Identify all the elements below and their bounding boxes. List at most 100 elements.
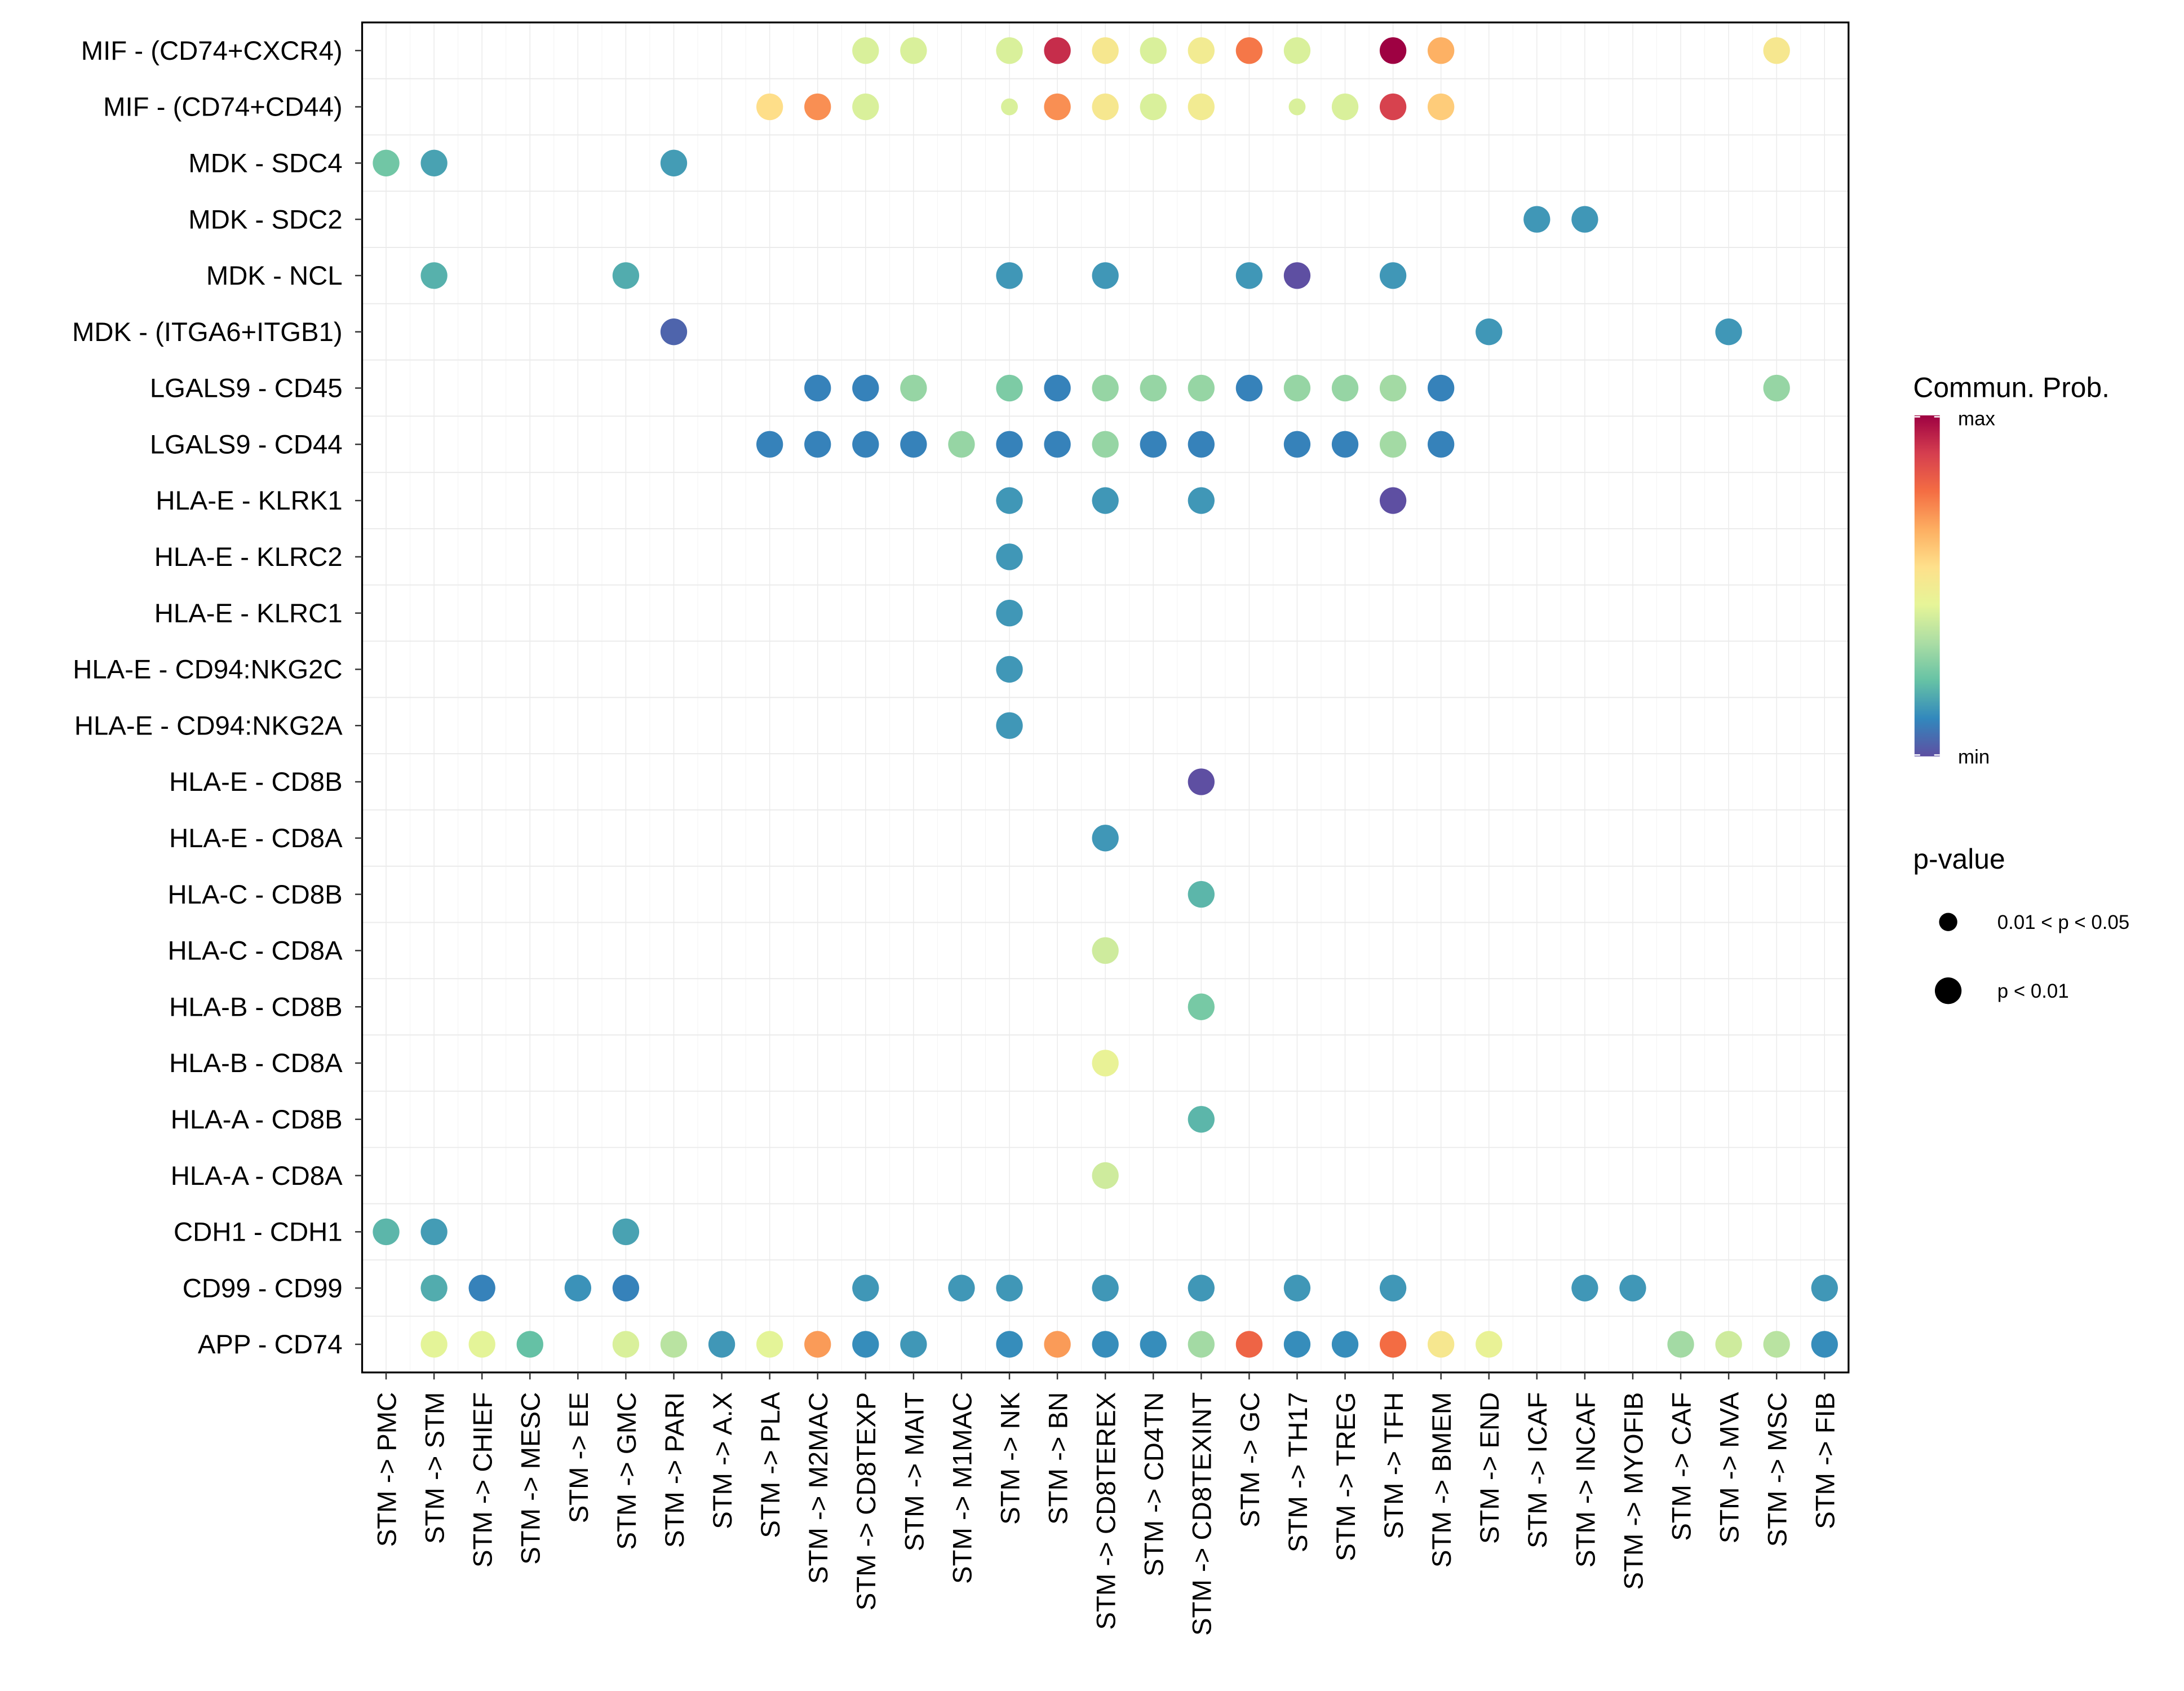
x-tick-label: STM -> PARI (660, 1392, 690, 1548)
colorbar-max-label: max (1958, 408, 1995, 430)
dot (996, 600, 1023, 627)
y-tick-label: HLA-E - KLRC2 (154, 542, 343, 572)
x-tick-label: STM -> FIB (1811, 1392, 1841, 1529)
dot (564, 1274, 592, 1302)
dot (948, 1274, 975, 1302)
dot (1044, 93, 1071, 121)
dot (1044, 1331, 1071, 1358)
x-tick-label: STM -> MYOFIB (1619, 1392, 1649, 1590)
dot (900, 37, 927, 64)
colorbar (1914, 415, 1940, 756)
x-tick-label: STM -> GC (1235, 1392, 1265, 1528)
dot (996, 431, 1023, 458)
dot (852, 1274, 879, 1302)
dot (1092, 431, 1119, 458)
dot (1379, 37, 1407, 64)
dot (1619, 1274, 1646, 1302)
x-tick-label: STM -> CD4TN (1140, 1392, 1169, 1577)
dot (1428, 374, 1455, 402)
size-legend-label-small: 0.01 < p < 0.05 (1997, 911, 2129, 933)
size-legend-key-small (1939, 913, 1957, 931)
y-tick-label: MDK - SDC4 (188, 149, 342, 179)
y-tick-label: CDH1 - CDH1 (174, 1218, 343, 1247)
x-tick-label: STM -> MAIT (900, 1392, 929, 1551)
dot (660, 1331, 688, 1358)
dot (1379, 487, 1407, 514)
x-tick-label: STM -> MESC (516, 1392, 546, 1565)
dot (804, 431, 831, 458)
dot (996, 1331, 1023, 1358)
dot (420, 1274, 448, 1302)
dot (468, 1331, 495, 1358)
dot (996, 374, 1023, 402)
dot (756, 1331, 783, 1358)
dot (612, 1274, 640, 1302)
x-tick-label: STM -> BMEM (1427, 1392, 1457, 1568)
dot (1092, 37, 1119, 64)
dot (1044, 37, 1071, 64)
dot (1140, 1331, 1167, 1358)
dot (804, 374, 831, 402)
size-legend-label-large: p < 0.01 (1997, 980, 2069, 1002)
y-tick-label: HLA-C - CD8A (167, 936, 343, 966)
dot (852, 93, 879, 121)
dot (420, 149, 448, 176)
dot (373, 1218, 400, 1246)
dot (1476, 318, 1503, 346)
y-tick-label: LGALS9 - CD44 (150, 430, 343, 459)
dot (1188, 374, 1215, 402)
x-tick-label: STM -> TFH (1379, 1392, 1409, 1539)
x-tick-label: STM -> CD8TEXP (852, 1392, 881, 1611)
dot (1188, 880, 1215, 908)
dot (852, 431, 879, 458)
dot (1283, 262, 1311, 289)
dot (1188, 487, 1215, 514)
x-tick-label: STM -> NK (995, 1392, 1025, 1525)
dot (1092, 487, 1119, 514)
dot (1379, 431, 1407, 458)
dot (996, 487, 1023, 514)
y-tick-label: HLA-B - CD8A (169, 1048, 343, 1078)
dot (1235, 262, 1263, 289)
x-tick-label: STM -> BN (1044, 1392, 1074, 1525)
dot (1283, 1331, 1311, 1358)
dot (900, 374, 927, 402)
dot (1331, 93, 1359, 121)
size-legend: p-value 0.01 < p < 0.05 p < 0.01 (1913, 843, 2129, 1004)
dot (996, 712, 1023, 739)
dot (804, 93, 831, 121)
y-tick-label: MIF - (CD74+CD44) (103, 92, 343, 122)
dot (1188, 993, 1215, 1020)
x-tick-label: STM -> STM (420, 1392, 450, 1544)
y-tick-label: HLA-E - CD94:NKG2A (74, 711, 343, 741)
dot (1235, 37, 1263, 64)
dot (1001, 98, 1018, 116)
x-tick-label: STM -> CAF (1667, 1392, 1696, 1541)
y-tick-label: HLA-E - CD8B (169, 767, 343, 797)
size-legend-key-large (1934, 977, 1962, 1004)
color-legend: Commun. Prob. max min (1913, 372, 2110, 768)
dot (1092, 825, 1119, 852)
y-tick-label: LGALS9 - CD45 (150, 374, 343, 404)
dot (1283, 374, 1311, 402)
size-legend-title: p-value (1913, 843, 2005, 875)
y-tick-label: HLA-A - CD8B (171, 1105, 343, 1135)
y-tick-label: CD99 - CD99 (183, 1273, 343, 1303)
dot (1140, 431, 1167, 458)
dot (1188, 1106, 1215, 1133)
dot (996, 656, 1023, 683)
x-tick-label: STM -> PMC (372, 1392, 402, 1547)
dot (1715, 318, 1742, 346)
dot (1379, 1331, 1407, 1358)
dot (1188, 37, 1215, 64)
x-tick-label: STM -> TREG (1331, 1392, 1361, 1561)
y-tick-label: MDK - (ITGA6+ITGB1) (72, 317, 343, 347)
dot (1188, 768, 1215, 795)
x-tick-label: STM -> INCAF (1571, 1392, 1601, 1568)
dot (1379, 262, 1407, 289)
dot (1092, 937, 1119, 964)
x-tick-label: STM -> TH17 (1283, 1392, 1313, 1552)
y-tick-label: HLA-E - CD94:NKG2C (73, 655, 342, 685)
dot (948, 431, 975, 458)
